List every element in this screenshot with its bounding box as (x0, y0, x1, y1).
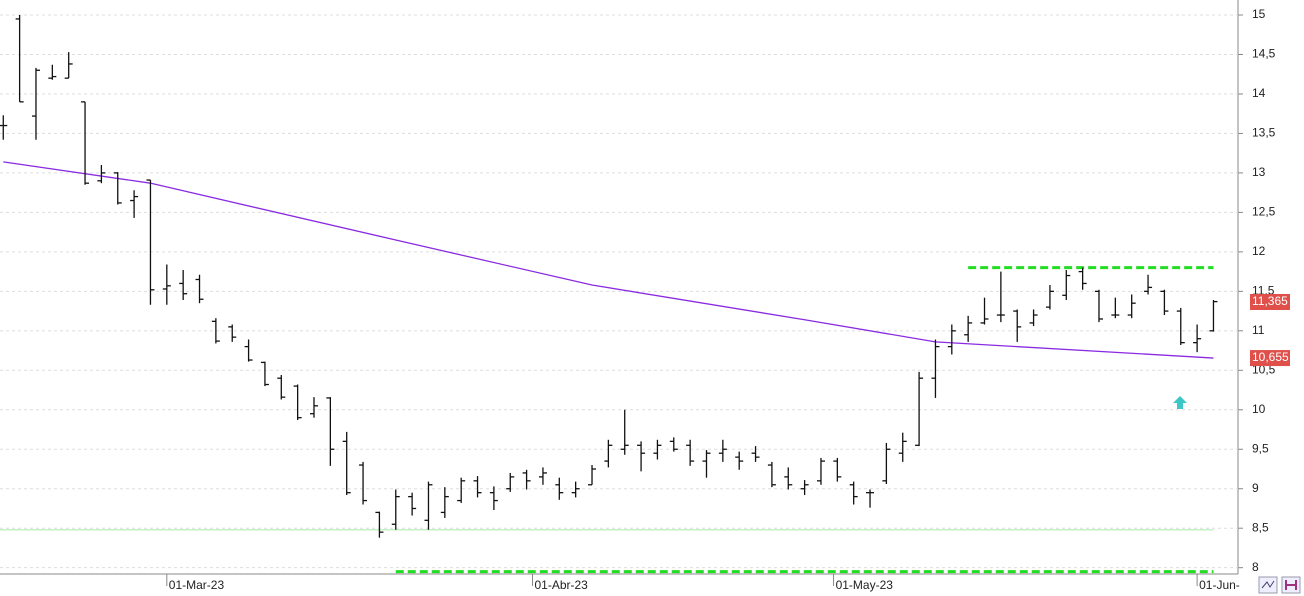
y-tick-label: 15 (1252, 7, 1266, 21)
y-tick-label: 12,5 (1252, 205, 1276, 219)
zoom-icon (1261, 580, 1275, 589)
y-tick-label: 14 (1252, 86, 1266, 100)
zoom-button[interactable] (1258, 576, 1278, 594)
x-tick-label: 01-Mar-23 (169, 578, 225, 592)
y-tick-label: 13,5 (1252, 126, 1276, 140)
price-label: 10,655 (1252, 350, 1289, 364)
save-icon (1285, 580, 1297, 590)
y-tick-label: 14,5 (1252, 47, 1276, 61)
price-label-box (1250, 294, 1290, 311)
y-tick-label: 10 (1252, 402, 1266, 416)
price-label: 11,365 (1252, 294, 1288, 308)
y-tick-label: 9 (1252, 481, 1259, 495)
y-tick-label: 13 (1252, 165, 1266, 179)
signal-arrow (1173, 396, 1187, 409)
y-tick-label: 11 (1252, 323, 1265, 337)
x-tick-label: 01-Abr-23 (534, 578, 588, 592)
x-tick-label: 01-Jun- (1199, 578, 1240, 592)
y-tick-label: 8 (1252, 560, 1259, 574)
y-tick-label: 12 (1252, 244, 1266, 258)
x-tick-label: 01-May-23 (836, 578, 894, 592)
y-tick-label: 8,5 (1252, 520, 1269, 534)
y-tick-label: 9,5 (1252, 441, 1269, 455)
price-label-box (1250, 350, 1290, 367)
